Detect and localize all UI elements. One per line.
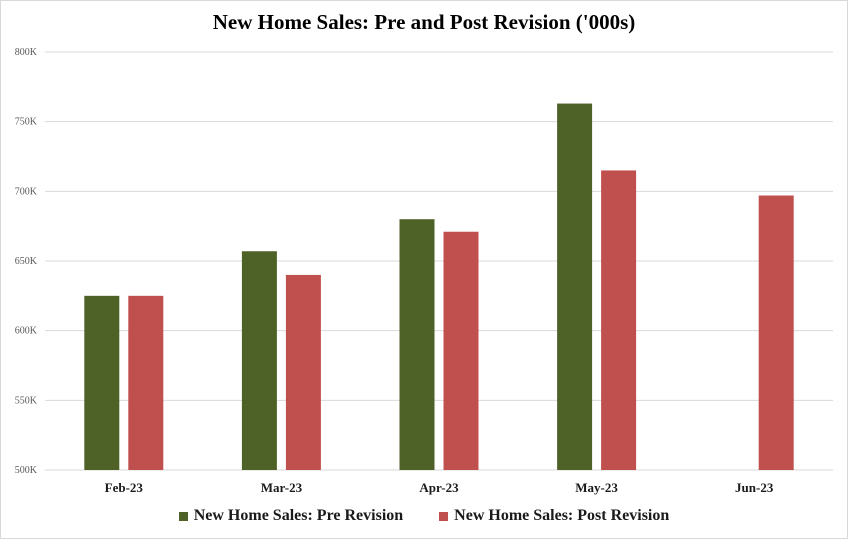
x-tick-label: May-23 xyxy=(575,480,618,495)
bar-post-revision-feb-23 xyxy=(128,295,164,470)
legend-item-post-revision: New Home Sales: Post Revision xyxy=(439,507,669,525)
y-tick-label: 600K xyxy=(15,326,38,337)
bar-pre-revision-apr-23 xyxy=(399,219,435,470)
legend-swatch-post-revision xyxy=(439,511,449,521)
bars xyxy=(84,103,794,470)
bar-post-revision-mar-23 xyxy=(285,274,321,470)
legend-label-post-revision: New Home Sales: Post Revision xyxy=(454,507,670,524)
bar-post-revision-apr-23 xyxy=(443,231,479,470)
bar-pre-revision-may-23 xyxy=(557,103,593,470)
legend-label-pre-revision: New Home Sales: Pre Revision xyxy=(193,507,404,524)
bar-pre-revision-feb-23 xyxy=(84,295,120,470)
gridlines xyxy=(45,51,833,471)
bar-pre-revision-mar-23 xyxy=(241,251,277,470)
y-tick-label: 700K xyxy=(15,186,38,197)
y-axis-ticks: 500K 550K 600K 650K 700K 750K 800K xyxy=(15,47,38,476)
x-axis-ticks: Feb-23 Mar-23 Apr-23 May-23 Jun-23 xyxy=(105,480,774,495)
legend: New Home Sales: Pre Revision New Home Sa… xyxy=(0,507,848,525)
chart-title: New Home Sales: Pre and Post Revision ('… xyxy=(212,10,636,34)
x-tick-label: Apr-23 xyxy=(419,480,459,495)
x-tick-label: Jun-23 xyxy=(735,480,774,495)
legend-swatch-pre-revision xyxy=(178,511,188,521)
y-tick-label: 550K xyxy=(15,395,38,406)
x-tick-label: Feb-23 xyxy=(105,480,144,495)
legend-item-pre-revision: New Home Sales: Pre Revision xyxy=(178,507,404,525)
y-tick-label: 750K xyxy=(15,117,38,128)
y-tick-label: 800K xyxy=(15,47,38,58)
y-tick-label: 650K xyxy=(15,256,38,267)
x-tick-label: Mar-23 xyxy=(261,480,303,495)
bar-post-revision-may-23 xyxy=(601,170,637,470)
y-tick-label: 500K xyxy=(15,465,38,476)
bar-post-revision-jun-23 xyxy=(758,195,794,470)
